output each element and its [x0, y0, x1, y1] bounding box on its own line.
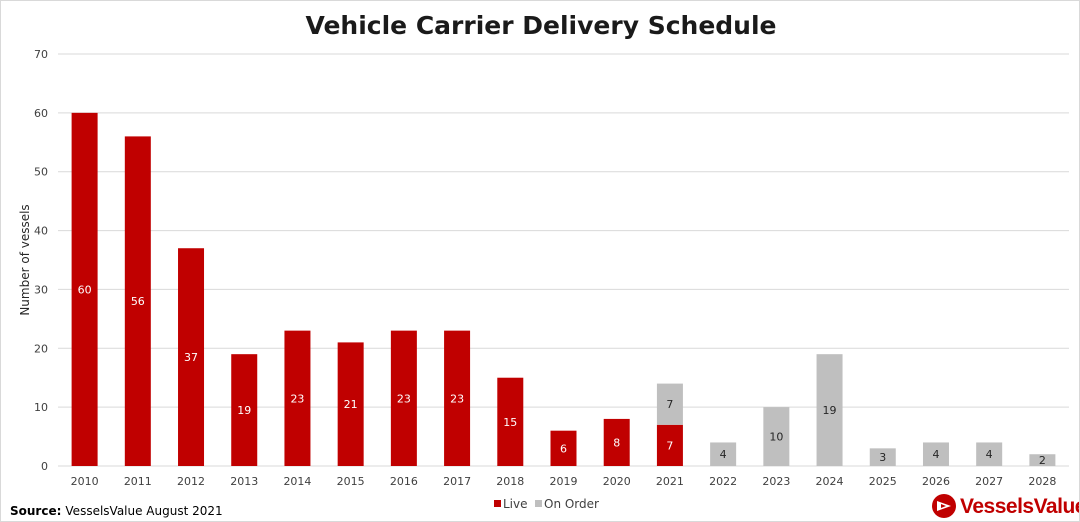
- live-legend-swatch: [494, 500, 501, 507]
- source-note: Source: VesselsValue August 2021: [10, 504, 223, 518]
- data-label: 4: [986, 448, 993, 461]
- x-tick-label: 2011: [124, 475, 152, 488]
- on-order-bar: [763, 407, 790, 466]
- x-axis-ticks: 2010 2011 2012 2013 2014 2015 2016 2017 2018 2019…: [71, 475, 1057, 488]
- data-label: 23: [450, 392, 464, 405]
- y-tick-label: 30: [34, 283, 48, 296]
- live-bar: [178, 248, 205, 466]
- data-label: 7: [666, 398, 673, 411]
- data-label: 23: [397, 392, 411, 405]
- data-label: 23: [290, 392, 304, 405]
- data-label: 7: [666, 439, 673, 452]
- live-bar: [337, 342, 364, 466]
- live-bar: [71, 112, 98, 466]
- x-tick-label: 2022: [709, 475, 737, 488]
- legend: Live On Order: [494, 497, 599, 511]
- data-label: 10: [769, 431, 783, 444]
- x-tick-label: 2012: [177, 475, 205, 488]
- source-text: VesselsValue August 2021: [65, 504, 222, 518]
- x-tick-label: 2015: [337, 475, 365, 488]
- x-tick-label: 2027: [975, 475, 1003, 488]
- live-bar: [124, 136, 151, 466]
- data-label: 4: [720, 448, 727, 461]
- on-order-bar: [656, 383, 683, 425]
- data-label: 8: [613, 436, 620, 449]
- data-label: 19: [823, 404, 837, 417]
- data-label: 6: [560, 442, 567, 455]
- x-tick-label: 2017: [443, 475, 471, 488]
- brand-name: VesselsValue: [960, 495, 1079, 518]
- data-label: 37: [184, 351, 198, 364]
- live-legend-label: Live: [503, 497, 528, 511]
- live-bar: [390, 330, 417, 466]
- on-order-bar: [976, 442, 1003, 466]
- x-tick-label: 2026: [922, 475, 950, 488]
- y-tick-label: 10: [34, 401, 48, 414]
- live-bar: [284, 330, 311, 466]
- y-tick-label: 20: [34, 342, 48, 355]
- data-label: 21: [344, 398, 358, 411]
- live-bar: [550, 430, 577, 466]
- x-tick-label: 2025: [869, 475, 897, 488]
- live-bar: [497, 377, 524, 466]
- x-tick-label: 2014: [283, 475, 311, 488]
- on-order-bar: [1029, 454, 1056, 466]
- x-tick-label: 2024: [816, 475, 844, 488]
- y-tick-label: 70: [34, 48, 48, 61]
- y-tick-label: 60: [34, 107, 48, 120]
- y-tick-label: 50: [34, 166, 48, 179]
- data-label: 15: [503, 416, 517, 429]
- data-label: 4: [932, 448, 939, 461]
- x-tick-label: 2028: [1028, 475, 1056, 488]
- x-tick-label: 2023: [762, 475, 790, 488]
- y-axis-ticks: 0 10 20 30 40 50 60 70: [34, 48, 48, 473]
- data-label: 3: [879, 451, 886, 464]
- on-order-legend-swatch: [535, 500, 542, 507]
- data-label: 60: [78, 283, 92, 296]
- live-bar: [231, 354, 258, 466]
- x-tick-label: 2019: [550, 475, 578, 488]
- data-label: 2: [1039, 454, 1046, 467]
- live-bar: [444, 330, 471, 466]
- on-order-bar: [710, 442, 737, 466]
- y-axis-label: Number of vessels: [18, 204, 32, 315]
- data-label: 56: [131, 295, 145, 308]
- x-tick-label: 2020: [603, 475, 631, 488]
- on-order-legend-label: On Order: [544, 497, 599, 511]
- live-bar: [656, 424, 683, 466]
- live-bar: [603, 418, 630, 466]
- gridlines: [58, 53, 1069, 467]
- on-order-bar: [922, 442, 949, 466]
- x-tick-label: 2010: [71, 475, 99, 488]
- bars: 60 56 37 19 23 21 23 23 15 6 8 7 7 4 10 19 3 4 4 2: [71, 112, 1056, 467]
- chart-title: Vehicle Carrier Delivery Schedule: [305, 11, 776, 40]
- on-order-bar: [816, 354, 843, 466]
- data-label: 19: [237, 404, 251, 417]
- x-tick-label: 2018: [496, 475, 524, 488]
- vesselsvalue-logo-icon: [932, 494, 956, 518]
- y-tick-label: 40: [34, 225, 48, 238]
- on-order-bar: [869, 448, 896, 466]
- x-tick-label: 2021: [656, 475, 684, 488]
- x-tick-label: 2013: [230, 475, 258, 488]
- x-tick-label: 2016: [390, 475, 418, 488]
- source-label: Source:: [10, 504, 61, 518]
- y-tick-label: 0: [41, 460, 48, 473]
